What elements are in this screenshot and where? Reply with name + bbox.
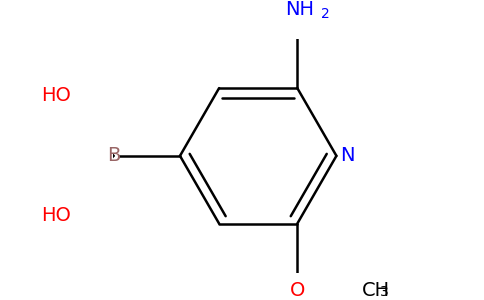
Text: 3: 3 bbox=[379, 285, 388, 299]
Text: B: B bbox=[107, 146, 120, 165]
Text: O: O bbox=[289, 280, 305, 300]
Text: HO: HO bbox=[41, 206, 71, 225]
Text: N: N bbox=[340, 146, 354, 165]
Text: CH: CH bbox=[362, 280, 390, 300]
Text: 2: 2 bbox=[321, 7, 330, 21]
Text: NH: NH bbox=[286, 0, 315, 20]
Text: HO: HO bbox=[41, 86, 71, 105]
